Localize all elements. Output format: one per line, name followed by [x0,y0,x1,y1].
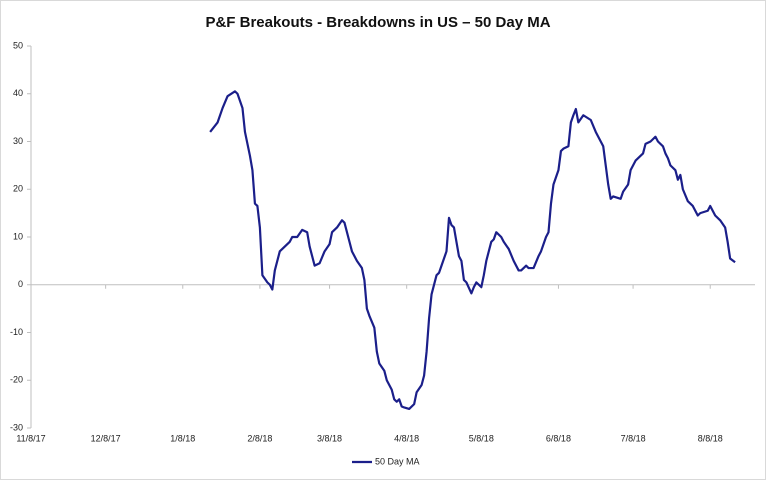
x-tick-label: 11/8/17 [16,433,45,443]
series-line [209,90,736,410]
y-tick-label: -20 [10,375,23,385]
y-tick-label: 20 [13,184,23,194]
y-tick-label: -10 [10,327,23,337]
x-tick-label: 4/8/18 [394,433,419,443]
y-tick-label: 40 [13,88,23,98]
x-tick-label: 6/8/18 [546,433,571,443]
x-tick-label: 8/8/18 [698,433,723,443]
y-tick-label: -30 [10,422,23,432]
x-tick-label: 7/8/18 [621,433,646,443]
chart-title: P&F Breakouts - Breakdowns in US – 50 Da… [205,14,550,31]
y-tick-label: 0 [18,279,23,289]
legend-label: 50 Day MA [375,456,420,466]
x-tick-label: 12/8/17 [91,433,121,443]
x-tick-label: 3/8/18 [317,433,342,443]
x-tick-label: 5/8/18 [469,433,494,443]
x-tick-label: 2/8/18 [247,433,272,443]
y-tick-label: 50 [13,40,23,50]
y-tick-label: 10 [13,231,23,241]
y-tick-label: 30 [13,136,23,146]
x-tick-label: 1/8/18 [170,433,195,443]
